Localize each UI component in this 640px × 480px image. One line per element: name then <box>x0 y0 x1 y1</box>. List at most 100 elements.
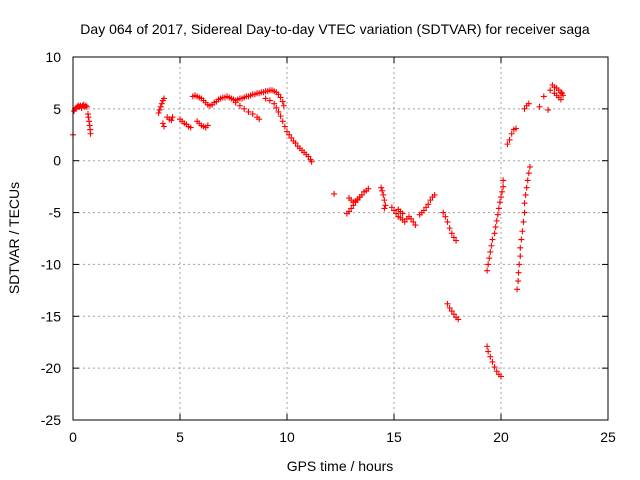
data-point <box>526 163 533 170</box>
data-point <box>520 218 527 225</box>
data-point <box>279 98 286 105</box>
data-point <box>500 177 507 184</box>
x-axis-label: GPS time / hours <box>287 458 394 474</box>
data-point <box>455 316 462 323</box>
data-point <box>498 373 504 380</box>
data-point <box>515 278 522 285</box>
data-point <box>500 183 507 190</box>
data-point <box>427 197 434 204</box>
data-point <box>545 106 552 113</box>
data-point <box>504 141 511 148</box>
data-point <box>547 87 554 94</box>
data-point <box>204 122 211 129</box>
data-point <box>536 103 543 110</box>
data-point <box>388 204 395 211</box>
data-point <box>446 225 453 232</box>
data-point <box>410 218 417 225</box>
data-point <box>494 211 501 218</box>
data-point <box>521 200 528 207</box>
data-point <box>256 116 263 123</box>
data-point <box>525 170 532 177</box>
data-point <box>241 105 248 112</box>
data-point <box>522 191 529 198</box>
data-point <box>442 213 449 220</box>
y-tick-label: -25 <box>41 412 61 428</box>
data-point <box>412 222 419 229</box>
data-point <box>540 93 547 100</box>
data-point <box>379 187 386 194</box>
data-point <box>425 201 432 208</box>
data-point <box>82 102 89 109</box>
data-points <box>70 82 567 380</box>
data-point <box>87 130 94 137</box>
data-point <box>356 194 363 201</box>
data-point <box>331 190 338 197</box>
data-point <box>158 100 165 107</box>
data-point <box>517 244 524 251</box>
data-point <box>157 103 164 110</box>
data-point <box>446 304 453 311</box>
data-point <box>236 102 243 109</box>
data-point <box>518 236 525 243</box>
y-tick-label: 0 <box>53 153 61 169</box>
data-point <box>484 343 491 350</box>
data-point <box>521 209 528 216</box>
data-point <box>266 97 273 104</box>
y-tick-label: -10 <box>41 256 61 272</box>
y-tick-label: 10 <box>45 49 61 65</box>
data-point <box>453 237 460 244</box>
y-tick-label: 5 <box>53 101 61 117</box>
data-point <box>380 191 387 198</box>
data-point <box>281 123 288 130</box>
data-point <box>420 207 427 214</box>
data-point <box>346 208 353 215</box>
data-point <box>156 106 163 113</box>
data-point <box>499 188 506 195</box>
data-point <box>393 210 400 217</box>
data-point <box>506 136 513 143</box>
axis-ticks <box>72 56 609 421</box>
data-point <box>525 100 532 107</box>
data-point <box>292 140 299 147</box>
data-point <box>279 118 286 125</box>
data-point <box>488 242 495 249</box>
data-point <box>492 224 499 231</box>
data-point <box>401 218 408 225</box>
data-point <box>284 128 290 135</box>
data-point <box>382 202 389 209</box>
data-point <box>450 311 457 318</box>
y-tick-label: -15 <box>41 308 61 324</box>
data-point <box>86 118 93 125</box>
data-point <box>448 308 455 315</box>
x-tick-label: 20 <box>493 429 509 445</box>
data-point <box>169 114 176 121</box>
data-point <box>484 267 491 274</box>
data-point <box>85 114 92 121</box>
data-point <box>560 92 567 99</box>
data-point <box>523 184 530 191</box>
data-point <box>508 130 515 137</box>
data-point <box>493 217 500 224</box>
plot-frame <box>72 56 609 421</box>
data-point <box>365 185 372 192</box>
data-point <box>431 191 438 198</box>
data-point <box>83 103 90 110</box>
data-point <box>280 102 287 109</box>
data-point <box>249 111 256 118</box>
data-point <box>232 99 239 106</box>
data-point <box>440 209 447 216</box>
data-point <box>245 108 252 115</box>
data-point <box>408 215 415 222</box>
x-tick-label: 0 <box>69 429 77 445</box>
chart-title: Day 064 of 2017, Sidereal Day-to-day VTE… <box>80 21 590 37</box>
data-point <box>519 228 526 235</box>
data-point <box>277 113 284 120</box>
data-point <box>450 234 457 241</box>
data-point <box>491 230 498 237</box>
data-point <box>485 348 492 355</box>
data-point <box>444 300 451 307</box>
y-tick-label: -20 <box>41 360 61 376</box>
data-point <box>487 353 494 360</box>
data-point <box>275 108 282 115</box>
data-point <box>399 210 406 217</box>
